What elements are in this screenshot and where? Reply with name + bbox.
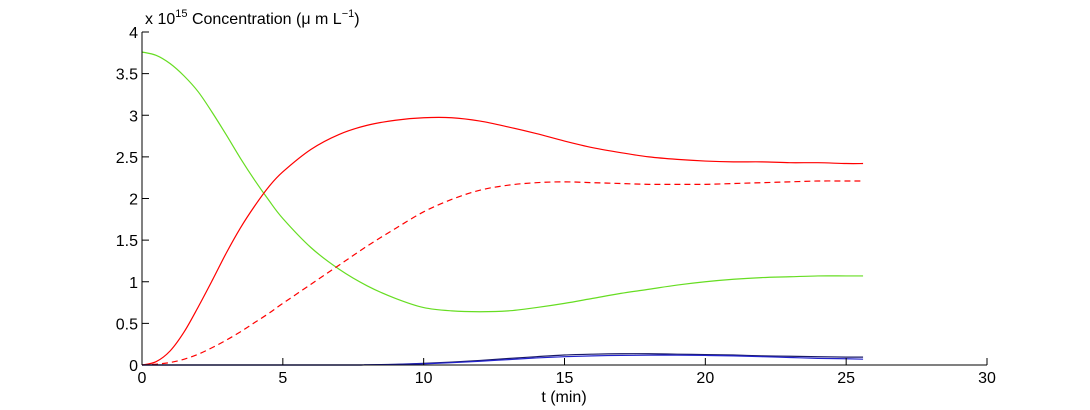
- x-tick-label: 0: [138, 370, 147, 387]
- y-tick-label: 1.5: [116, 233, 138, 250]
- y-tick-label: 2: [129, 192, 138, 209]
- x-tick-label: 30: [978, 370, 996, 387]
- x-tick-label: 25: [837, 370, 855, 387]
- series-line-1: [141, 51, 864, 313]
- x-tick-label: 20: [696, 370, 714, 387]
- x-tick-label: 15: [556, 370, 574, 387]
- y-tick-label: 3: [129, 108, 138, 125]
- y-axis-label: x 1015 Concentration (μ m L−1): [145, 8, 360, 28]
- x-axis-label: t (min): [541, 389, 586, 406]
- y-tick-label: 2.5: [116, 150, 138, 167]
- series-line-2: [141, 116, 864, 366]
- y-tick-label: 0.5: [116, 316, 138, 333]
- series-line-5: [141, 354, 864, 366]
- series-layer: [141, 51, 864, 366]
- axes-layer: 0 0.5 1 1.5 2 2.5 3 3.5 4 0 5 10 15 20 25 30: [116, 25, 996, 387]
- series-line-3: [141, 180, 864, 366]
- y-tick-label: 3.5: [116, 67, 138, 84]
- y-tick-label: 1: [129, 275, 138, 292]
- x-tick-label: 5: [278, 370, 287, 387]
- y-tick-label: 0: [129, 358, 138, 375]
- x-tick-label: 10: [415, 370, 433, 387]
- y-tick-label: 4: [129, 25, 138, 42]
